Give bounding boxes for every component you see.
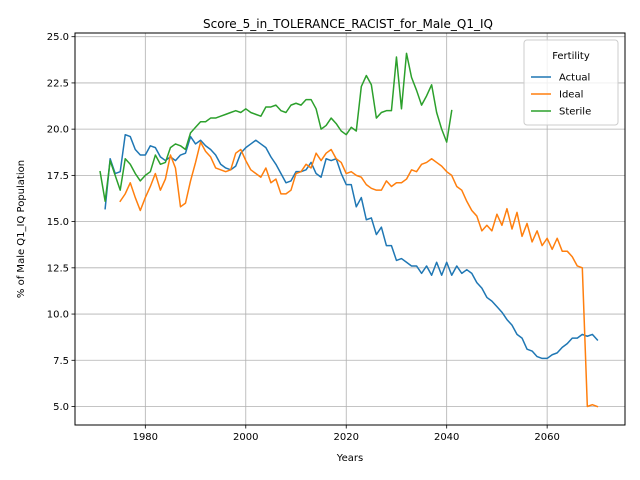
y-tick-label: 12.5 [47, 263, 69, 274]
series-layer [99, 52, 599, 408]
y-tick-label: 5.0 [53, 402, 69, 413]
legend-label-actual: Actual [559, 73, 590, 84]
x-tick-label: 2000 [233, 432, 258, 443]
series-line-sterile [99, 52, 453, 203]
x-tick-label: 2020 [334, 432, 359, 443]
legend-box [523, 39, 619, 126]
legend: Fertility Actual Ideal Sterile [523, 39, 619, 126]
y-tick-label: 17.5 [47, 171, 69, 182]
series-line-actual [104, 133, 599, 360]
y-tick-label: 15.0 [47, 217, 69, 228]
y-tick-label: 10.0 [47, 310, 69, 321]
y-tick-label: 7.5 [53, 356, 69, 367]
plot-frame [74, 32, 626, 426]
y-axis-label: % of Male Q1_IQ Population [16, 160, 27, 298]
legend-label-sterile: Sterile [559, 107, 591, 118]
series-line-ideal [119, 141, 599, 408]
legend-entries: Actual Ideal Sterile [531, 73, 591, 118]
legend-label-ideal: Ideal [559, 90, 583, 101]
chart-title: Score_5_in_TOLERANCE_RACIST_for_Male_Q1_… [203, 17, 493, 31]
x-tick-label: 2060 [534, 432, 559, 443]
legend-title: Fertility [552, 51, 590, 62]
x-axis-label: Years [336, 453, 363, 464]
x-tick-label: 2040 [434, 432, 459, 443]
y-tick-label: 22.5 [47, 78, 69, 89]
y-tick-label: 20.0 [47, 125, 69, 136]
y-tick-label: 25.0 [47, 32, 69, 43]
x-axis: 1980 2000 2020 2040 2060 [133, 425, 560, 443]
x-tick-label: 1980 [133, 432, 158, 443]
grid [75, 33, 625, 425]
y-axis: 5.0 7.5 10.0 12.5 15.0 17.5 20.0 22.5 25.0 [47, 32, 75, 413]
